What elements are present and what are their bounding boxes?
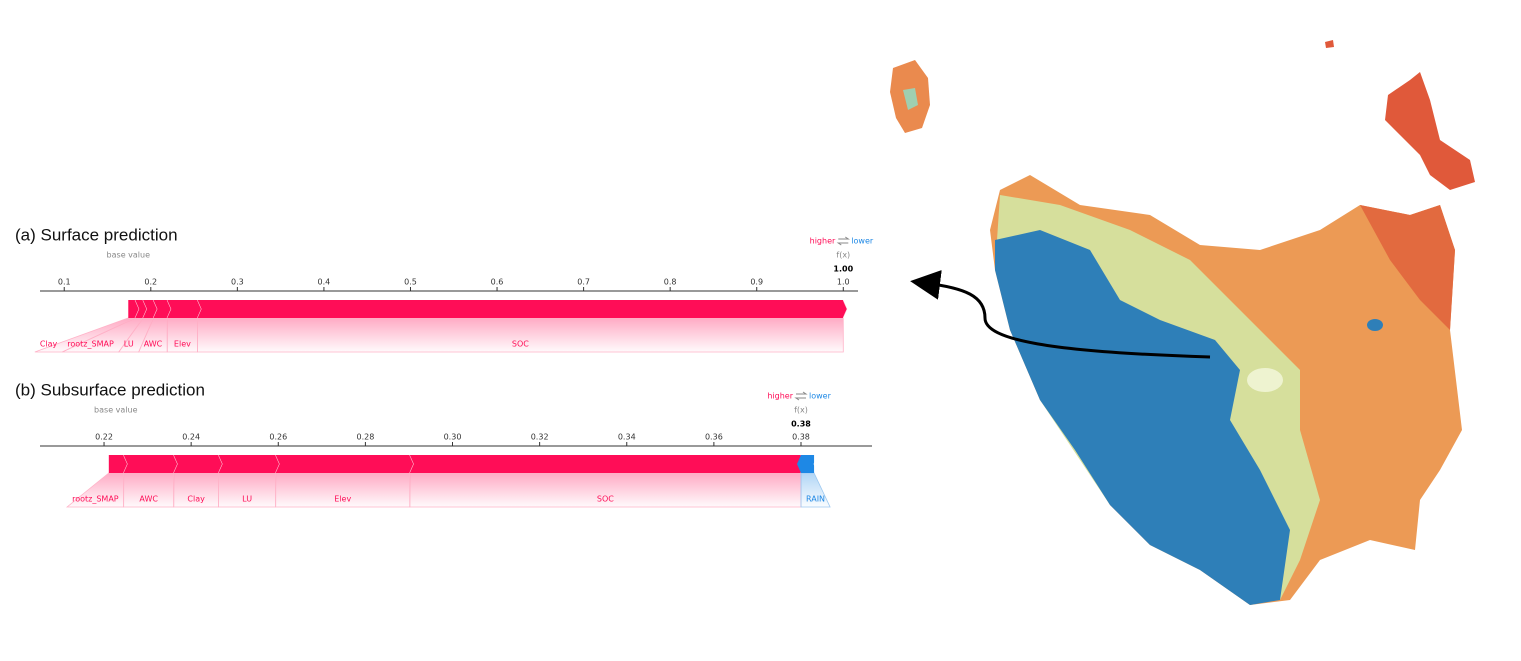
force-segment <box>409 455 805 473</box>
x-tick-label: 0.22 <box>95 433 113 442</box>
feature-label: AWC <box>144 340 163 349</box>
x-tick-label: 0.32 <box>531 433 549 442</box>
x-tick-label: 0.4 <box>318 278 331 287</box>
force-segment <box>108 455 128 473</box>
force-segment <box>167 300 202 318</box>
x-tick-label: 0.8 <box>664 278 677 287</box>
force-segment <box>173 455 223 473</box>
x-tick-label: 0.36 <box>705 433 723 442</box>
feature-label: rootz_SMAP <box>67 340 114 349</box>
force-segment <box>275 455 414 473</box>
x-tick-label: 0.5 <box>404 278 417 287</box>
fx-name: f(x) <box>794 406 808 415</box>
x-tick-label: 0.28 <box>356 433 374 442</box>
feature-label: Clay <box>40 340 58 349</box>
feature-label: SOC <box>512 340 529 349</box>
feature-label: Clay <box>187 495 205 504</box>
feature-label: SOC <box>597 495 614 504</box>
x-tick-label: 0.2 <box>144 278 157 287</box>
x-tick-label: 1.0 <box>837 278 850 287</box>
fx-value: 1.00 <box>833 265 853 274</box>
fx-value: 0.38 <box>791 420 811 429</box>
direction-arrows <box>794 391 808 401</box>
map <box>890 40 1475 605</box>
direction-arrows <box>836 236 850 246</box>
west-zone <box>995 230 1290 605</box>
force-segment <box>123 455 178 473</box>
segment-divider <box>842 299 848 319</box>
island-detail <box>903 88 918 110</box>
base-value-label: base value <box>107 251 151 260</box>
lake <box>1367 319 1383 331</box>
lower-label: lower <box>809 392 832 401</box>
x-tick-label: 0.6 <box>491 278 504 287</box>
force-segment <box>128 300 140 318</box>
fx-name: f(x) <box>836 251 850 260</box>
east-coast <box>1360 205 1455 330</box>
x-tick-label: 0.3 <box>231 278 244 287</box>
segment-divider <box>813 454 819 474</box>
higher-label: higher <box>767 392 793 401</box>
x-tick-label: 0.1 <box>58 278 71 287</box>
island <box>1325 40 1334 48</box>
force-segment <box>796 455 815 473</box>
feature-label: RAIN <box>806 495 825 504</box>
force-plot: (b) Subsurface prediction base value highe… <box>15 380 872 508</box>
x-tick-label: 0.34 <box>618 433 636 442</box>
force-plot: (a) Surface prediction base value higher lo… <box>15 225 874 353</box>
feature-label: rootz_SMAP <box>72 495 119 504</box>
panel-title: (a) Surface prediction <box>15 225 178 244</box>
higher-label: higher <box>810 237 836 246</box>
island <box>1385 72 1475 190</box>
panel-title: (b) Subsurface prediction <box>15 380 205 399</box>
force-segment <box>218 455 280 473</box>
lake <box>1247 368 1283 392</box>
link-arrow <box>910 269 1211 359</box>
feature-label: LU <box>242 495 252 504</box>
x-tick-label: 0.9 <box>750 278 763 287</box>
force-segment <box>143 300 158 318</box>
force-segment <box>135 300 148 318</box>
force-segment <box>197 300 848 318</box>
base-value-label: base value <box>94 406 138 415</box>
x-tick-label: 0.26 <box>269 433 287 442</box>
feature-label: Elev <box>174 340 191 349</box>
x-tick-label: 0.30 <box>444 433 462 442</box>
x-tick-label: 0.7 <box>577 278 590 287</box>
force-segment <box>153 300 172 318</box>
feature-label: Elev <box>334 495 351 504</box>
x-tick-label: 0.24 <box>182 433 200 442</box>
feature-label: LU <box>124 340 134 349</box>
lower-label: lower <box>851 237 874 246</box>
feature-label: AWC <box>139 495 158 504</box>
x-tick-label: 0.38 <box>792 433 810 442</box>
